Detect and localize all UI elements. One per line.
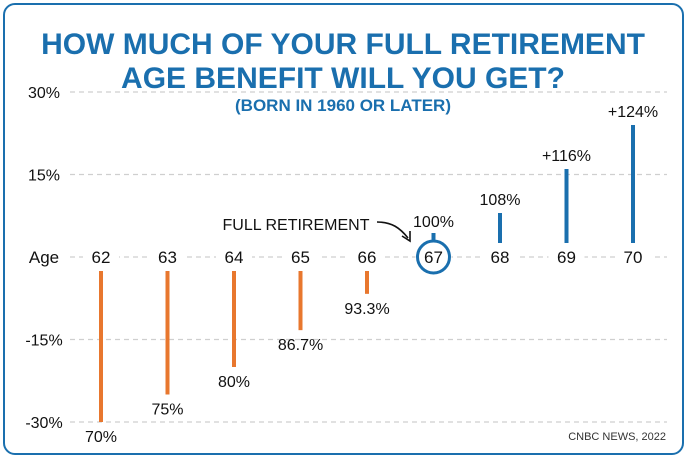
- age-label-bg: [349, 245, 385, 269]
- age-label: 64: [225, 248, 244, 267]
- age-label: 65: [291, 248, 310, 267]
- age-label-bg: [149, 245, 186, 269]
- value-label: +124%: [608, 104, 658, 121]
- bars: [99, 125, 635, 422]
- full-retirement-annotation: FULL RETIREMENT: [223, 217, 411, 243]
- category-labels: 62 63 64 65 66 67 68 69 70: [83, 239, 651, 275]
- y-tick-label: -30%: [25, 415, 62, 432]
- chart-title-line1: HOW MUCH OF YOUR FULL RETIREMENT: [41, 28, 645, 61]
- value-label: 93.3%: [344, 301, 389, 318]
- value-label: +116%: [542, 148, 591, 165]
- age-label-bg: [216, 245, 252, 269]
- y-tick-labels: 30% 15% -15% -30%: [25, 85, 62, 432]
- chart-title-line2: AGE BENEFIT WILL YOU GET?: [121, 62, 565, 95]
- full-retirement-text: FULL RETIREMENT: [223, 217, 370, 234]
- annotation-arrow-head: [401, 231, 411, 243]
- value-label: 80%: [218, 374, 250, 391]
- y-tick-label: 30%: [28, 85, 60, 102]
- category-axis-label: Age: [29, 248, 59, 267]
- age-label: 69: [557, 248, 576, 267]
- annotation-arrow-line: [376, 221, 409, 239]
- age-label-bg: [83, 245, 119, 269]
- value-label: 70%: [85, 429, 117, 446]
- value-labels: 70% 75% 80% 86.7% 93.3% 100% 108% +116% +124%: [85, 104, 658, 446]
- full-retirement-circle: [416, 239, 451, 275]
- value-label: 100%: [413, 214, 454, 231]
- chart-frame: [3, 3, 684, 455]
- age-label: 67: [424, 248, 443, 267]
- y-tick-label: -15%: [25, 333, 62, 350]
- source-note: CNBC NEWS, 2022: [568, 431, 666, 443]
- value-label: 108%: [480, 192, 521, 209]
- age-label: 62: [92, 248, 111, 267]
- value-label: 75%: [151, 402, 183, 419]
- age-label: 70: [624, 248, 643, 267]
- age-label: 66: [358, 248, 377, 267]
- age-label-bg: [615, 245, 651, 269]
- value-label: 86.7%: [278, 337, 323, 354]
- chart-subtitle: (BORN IN 1960 OR LATER): [235, 96, 451, 115]
- age-label: 68: [491, 248, 510, 267]
- age-label-bg: [482, 245, 518, 269]
- age-label-bg: [548, 245, 585, 269]
- age-label-bg: [282, 245, 319, 269]
- age-label: 63: [158, 248, 177, 267]
- y-tick-label: 15%: [28, 168, 60, 185]
